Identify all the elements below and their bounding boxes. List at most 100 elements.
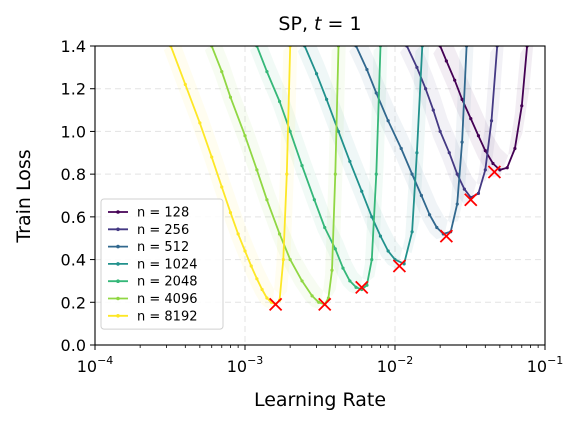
legend-swatch-marker xyxy=(116,279,120,284)
series-point xyxy=(255,168,259,172)
series-line xyxy=(256,46,382,291)
series-point xyxy=(285,172,289,176)
series-point xyxy=(489,119,494,123)
series-point xyxy=(410,172,414,176)
series-point xyxy=(520,104,524,108)
series-point xyxy=(399,146,403,151)
series-point xyxy=(325,97,329,101)
series-point xyxy=(476,134,481,138)
minimum-marker xyxy=(355,280,369,294)
series-point xyxy=(265,296,269,300)
legend-swatch-marker xyxy=(116,227,120,232)
series-band xyxy=(400,46,504,204)
series-point xyxy=(220,185,224,189)
axis-ticks: 10−4 10−3 10−2 10−1 0.0 0.2 0.4 0.6 0.8 1.0 1.2 1.4 xyxy=(61,37,564,376)
series-point xyxy=(265,70,269,74)
plot-frame xyxy=(94,45,546,346)
legend-item: n = 4096 xyxy=(108,292,197,307)
series-point xyxy=(365,283,369,287)
series-point xyxy=(455,172,459,176)
series-point xyxy=(460,97,464,101)
series-point xyxy=(341,266,345,270)
legend-item: n = 128 xyxy=(108,206,189,221)
series-point xyxy=(354,285,358,289)
legend-label: n = 2048 xyxy=(137,275,197,290)
legend-label: n = 1024 xyxy=(137,257,197,272)
series-point xyxy=(228,210,233,215)
series-point xyxy=(435,225,439,230)
series-point xyxy=(455,202,459,206)
series-point xyxy=(220,70,224,74)
series-line xyxy=(210,46,340,306)
series-point xyxy=(365,67,369,72)
legend-swatch-marker xyxy=(116,296,120,301)
series-point xyxy=(431,108,435,112)
series-point xyxy=(314,72,319,76)
series-point xyxy=(374,91,378,95)
series-point xyxy=(281,257,285,262)
series-point xyxy=(265,198,269,202)
y-tick-label: 1.0 xyxy=(61,122,86,141)
series-point xyxy=(243,249,247,253)
series-point xyxy=(310,294,314,298)
series-point xyxy=(236,232,240,236)
series-point xyxy=(312,198,316,202)
series-band xyxy=(204,46,346,309)
minimum-marker-stroke xyxy=(439,229,453,243)
legend-label: n = 512 xyxy=(137,240,189,255)
series-point xyxy=(183,82,187,87)
series-line xyxy=(169,46,292,306)
legend-label: n = 4096 xyxy=(137,292,197,307)
y-tick-label: 1.2 xyxy=(61,80,86,99)
series-point xyxy=(453,78,457,82)
series-point xyxy=(260,287,264,292)
minimum-marker-stroke xyxy=(464,193,478,207)
series-point xyxy=(444,59,448,63)
series-line xyxy=(303,46,424,265)
series-point xyxy=(288,257,292,262)
series-point xyxy=(462,187,466,191)
series-point xyxy=(300,164,304,168)
series-point xyxy=(386,249,390,253)
minimum-marker xyxy=(268,297,283,312)
series-point xyxy=(378,234,383,238)
legend: n = 128 n = 256 n = 512 n = 1024 n = 2048 n =… xyxy=(100,198,224,330)
series-point xyxy=(288,129,292,134)
series-point xyxy=(198,121,202,125)
legend-item: n = 2048 xyxy=(108,275,197,290)
series-point xyxy=(317,300,321,304)
series-band xyxy=(297,46,430,270)
series-point xyxy=(370,257,374,262)
minimum-marker-stroke xyxy=(268,297,283,312)
legend-item: n = 512 xyxy=(108,240,189,255)
minimum-markers xyxy=(268,165,502,312)
y-tick-label: 0.2 xyxy=(61,293,86,312)
series-point xyxy=(424,87,428,91)
series-point xyxy=(210,155,214,159)
series-point xyxy=(460,140,464,144)
series-point xyxy=(415,151,419,155)
series-point xyxy=(386,119,390,123)
series-point xyxy=(476,191,481,195)
series-point xyxy=(370,215,374,219)
minimum-marker xyxy=(318,297,332,312)
legend-item: n = 8192 xyxy=(108,309,197,324)
series-point xyxy=(333,247,337,251)
x-axis-label: Learning Rate xyxy=(254,389,386,411)
series-point xyxy=(360,189,364,193)
series-point xyxy=(410,230,414,234)
series-point xyxy=(249,264,253,268)
series-point xyxy=(438,129,442,134)
series-point xyxy=(348,279,352,283)
legend-swatch-marker xyxy=(116,314,120,318)
x-tick-label: 10−3 xyxy=(227,354,264,376)
series-band xyxy=(349,46,474,240)
series-point xyxy=(277,232,282,236)
chart-title: SP, t = 1 xyxy=(278,13,361,35)
series-point xyxy=(243,134,247,138)
series-point xyxy=(498,168,502,172)
legend-swatch-marker xyxy=(116,262,120,266)
minimum-marker-stroke xyxy=(392,259,407,273)
y-tick-label: 0.8 xyxy=(61,165,86,184)
